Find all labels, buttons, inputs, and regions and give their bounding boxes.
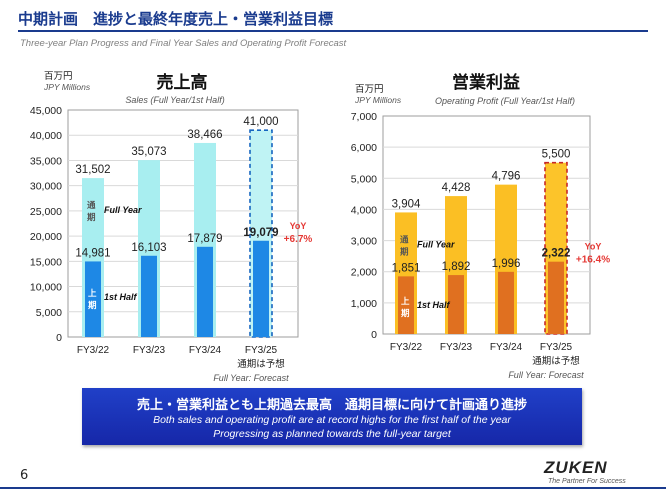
series-tag-full-jp: 通 — [400, 234, 409, 245]
y-tick-label: 2,000 — [351, 267, 377, 279]
yoy-label: YoY — [585, 242, 602, 252]
y-tick-label: 0 — [371, 329, 377, 341]
bar-first-half — [448, 275, 464, 334]
y-tick-label: 6,000 — [351, 142, 377, 154]
chart-title: 売上高 — [157, 72, 208, 93]
data-label-full-year: 3,904 — [392, 198, 421, 210]
unit-label-en: JPY Millions — [43, 82, 91, 92]
x-category-label: FY3/23 — [440, 342, 473, 353]
y-tick-label: 45,000 — [30, 105, 62, 117]
series-tag-full-jp: 通 — [87, 200, 96, 211]
yoy-label: YoY — [290, 221, 307, 231]
banner-main-text: 売上・営業利益とも上期過去最高 通期目標に向けて計画通り進捗 — [136, 398, 527, 413]
unit-label: 百万円 — [355, 84, 384, 95]
y-tick-label: 40,000 — [30, 130, 62, 142]
data-label-full-year: 4,796 — [492, 171, 521, 183]
x-category-label: FY3/25 — [245, 345, 278, 356]
forecast-note-en: Full Year: Forecast — [508, 370, 584, 380]
data-label-first-half: 1,851 — [392, 262, 421, 274]
y-tick-label: 35,000 — [30, 155, 62, 167]
x-category-label: FY3/23 — [133, 345, 166, 356]
series-tag-full: Full Year — [104, 205, 142, 215]
data-label-full-year: 4,428 — [442, 182, 471, 194]
footer-rule — [0, 487, 666, 489]
logo-tagline: The Partner For Success — [548, 478, 626, 485]
data-label-first-half: 2,322 — [542, 248, 571, 260]
x-category-label: FY3/24 — [490, 342, 523, 353]
summary-banner: 売上・営業利益とも上期過去最高 通期目標に向けて計画通り進捗 Both sale… — [82, 388, 582, 445]
chart-subtitle: Operating Profit (Full Year/1st Half) — [435, 96, 575, 106]
y-tick-label: 4,000 — [351, 204, 377, 216]
forecast-note: 通期は予想 — [532, 355, 580, 367]
data-label-first-half: 1,996 — [492, 258, 521, 270]
y-tick-label: 25,000 — [30, 206, 62, 218]
data-label-first-half: 16,103 — [131, 242, 166, 254]
unit-label: 百万円 — [44, 71, 73, 82]
y-tick-label: 5,000 — [36, 307, 62, 319]
series-tag-half-jp: 上 — [401, 296, 410, 307]
banner-sub-text-2: Progressing as planned towards the full-… — [213, 428, 451, 440]
x-category-label: FY3/22 — [390, 342, 423, 353]
series-tag-full: Full Year — [417, 239, 455, 249]
y-tick-label: 1,000 — [351, 298, 377, 310]
unit-label-en: JPY Millions — [354, 95, 402, 105]
zuken-logo: ZUKEN — [544, 458, 608, 477]
yoy-value: +6.7% — [284, 234, 313, 245]
forecast-note: 通期は予想 — [237, 358, 285, 370]
bar-first-half — [141, 255, 157, 337]
data-label-first-half: 17,879 — [187, 233, 222, 245]
series-tag-full-jp-2: 期 — [87, 212, 96, 223]
y-tick-label: 3,000 — [351, 236, 377, 248]
y-tick-label: 10,000 — [30, 282, 62, 294]
data-label-full-year: 38,466 — [187, 129, 222, 141]
x-category-label: FY3/25 — [540, 342, 573, 353]
y-tick-label: 0 — [56, 332, 62, 344]
data-label-first-half: 1,892 — [442, 261, 471, 273]
page-number: 6 — [20, 468, 29, 483]
bar-first-half — [498, 271, 514, 334]
data-label-full-year: 35,073 — [131, 146, 166, 158]
series-tag-half-jp-2: 期 — [401, 308, 410, 319]
y-tick-label: 5,000 — [351, 173, 377, 185]
bar-first-half — [253, 240, 269, 337]
chart-subtitle: Sales (Full Year/1st Half) — [125, 95, 224, 105]
x-category-label: FY3/22 — [77, 345, 110, 356]
y-tick-label: 20,000 — [30, 231, 62, 243]
data-label-first-half: 14,981 — [75, 247, 110, 259]
chart-title: 営業利益 — [452, 72, 520, 93]
title-underline — [18, 30, 648, 32]
data-label-first-half: 19,079 — [243, 227, 278, 239]
y-tick-label: 30,000 — [30, 181, 62, 193]
page-title: 中期計画 進捗と最終年度売上・営業利益目標 — [18, 10, 334, 28]
bar-first-half — [197, 246, 213, 337]
y-tick-label: 7,000 — [351, 111, 377, 123]
series-tag-half-jp-2: 期 — [88, 300, 97, 311]
bar-first-half — [85, 261, 101, 337]
page-subtitle: Three-year Plan Progress and Final Year … — [20, 38, 347, 49]
bar-first-half — [548, 261, 564, 334]
data-label-full-year: 5,500 — [542, 149, 571, 161]
bar-first-half — [398, 276, 414, 334]
yoy-value: +16.4% — [576, 255, 610, 266]
banner-sub-text-1: Both sales and operating profit are at r… — [153, 414, 511, 426]
data-label-full-year: 41,000 — [243, 116, 278, 128]
series-tag-full-jp-2: 期 — [400, 246, 409, 257]
forecast-note-en: Full Year: Forecast — [213, 373, 289, 383]
x-category-label: FY3/24 — [189, 345, 222, 356]
series-tag-half-jp: 上 — [88, 288, 97, 299]
series-tag-half: 1st Half — [417, 300, 451, 310]
y-tick-label: 15,000 — [30, 256, 62, 268]
data-label-full-year: 31,502 — [75, 164, 110, 176]
series-tag-half: 1st Half — [104, 292, 138, 302]
